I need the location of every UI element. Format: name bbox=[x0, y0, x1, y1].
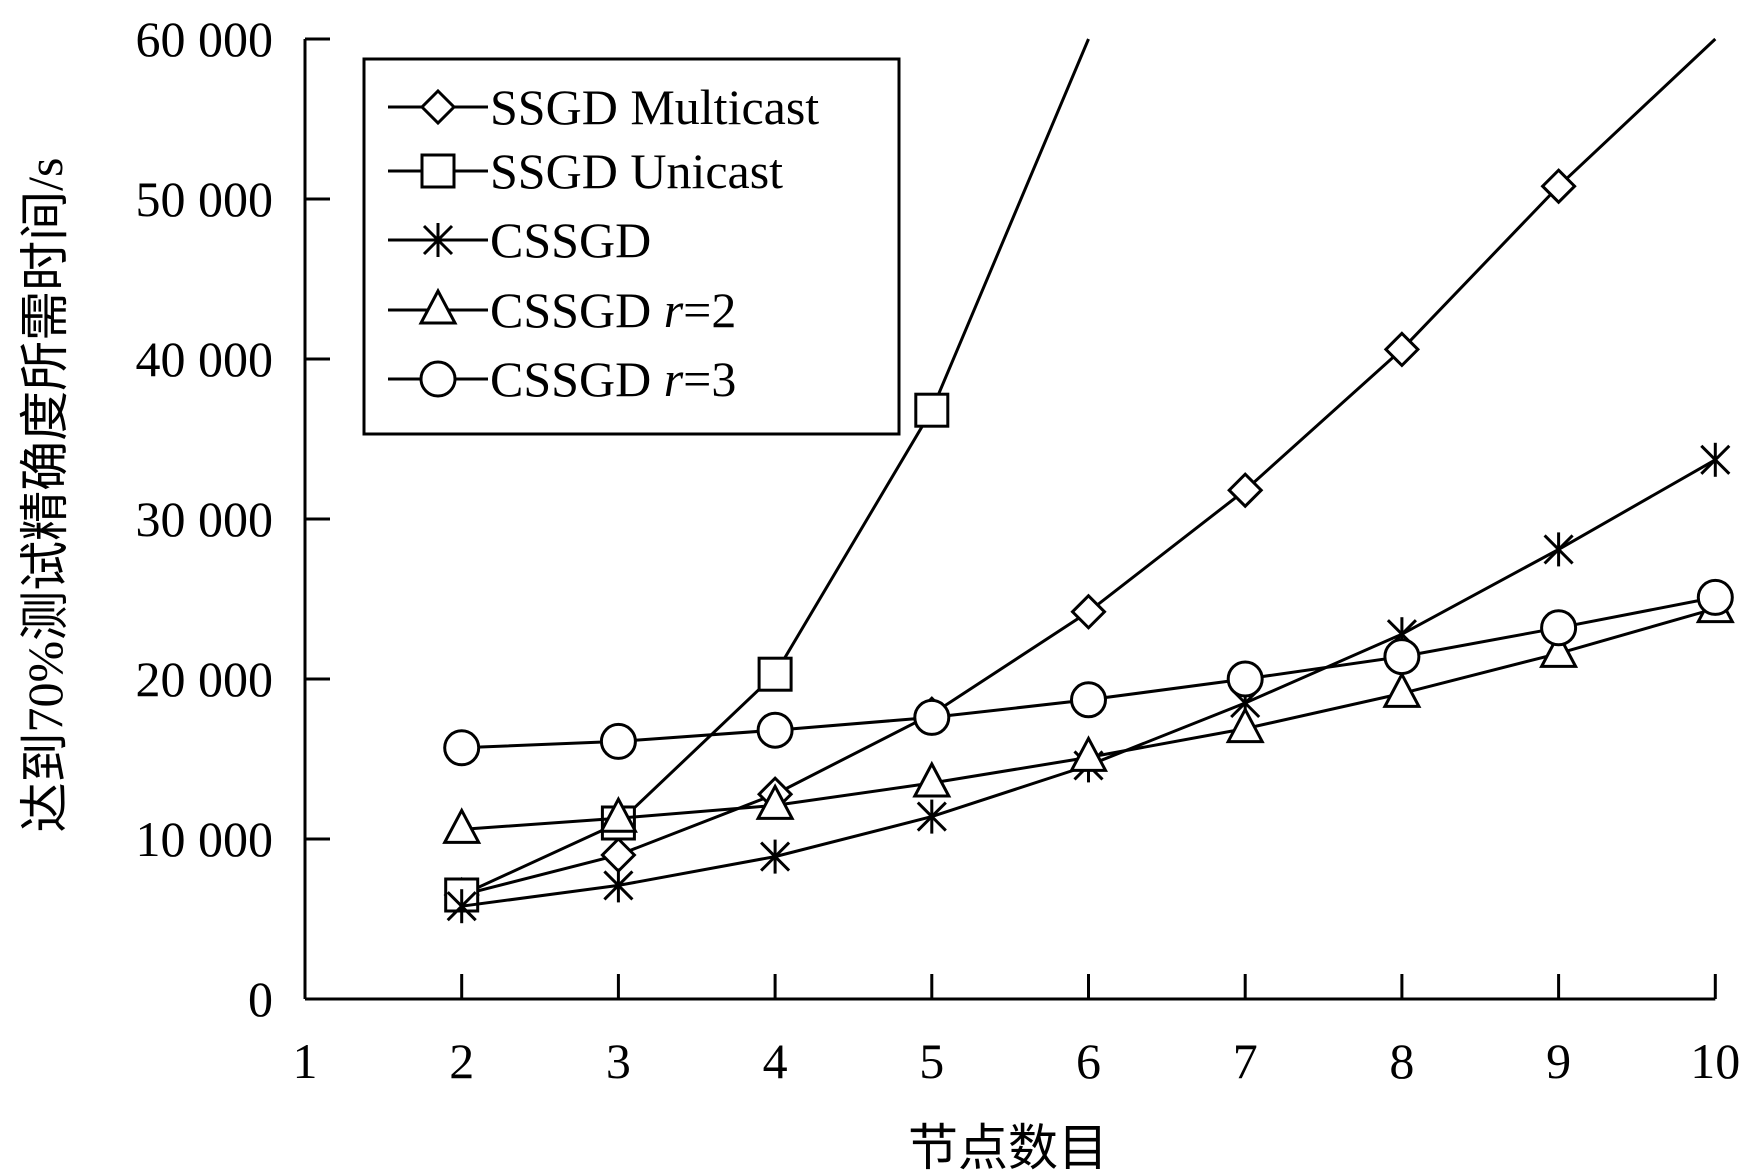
circle-shape bbox=[443, 729, 481, 767]
diamond-shape bbox=[1227, 472, 1264, 509]
x-tick-label: 9 bbox=[1546, 1033, 1571, 1089]
legend: SSGD Multicast SSGD Unicast CSSGD CSSGD r=2… bbox=[362, 57, 901, 436]
triangle-shape bbox=[1225, 706, 1265, 744]
y-tick-label: 50 000 bbox=[136, 171, 274, 227]
data-point bbox=[1226, 660, 1264, 698]
data-point bbox=[443, 729, 481, 767]
data-point bbox=[1383, 331, 1421, 368]
data-point bbox=[1070, 593, 1107, 630]
x-tick-label: 1 bbox=[293, 1033, 318, 1089]
data-point bbox=[760, 839, 791, 874]
data-point bbox=[600, 836, 637, 874]
y-tick-label: 60 000 bbox=[136, 11, 274, 67]
data-point bbox=[1070, 681, 1107, 719]
legend-item: CSSGD r=3 bbox=[388, 351, 736, 407]
legend-item: CSSGD bbox=[388, 212, 651, 268]
legend-item: SSGD Multicast bbox=[388, 79, 819, 135]
legend-marker bbox=[419, 360, 457, 398]
circle-shape bbox=[1070, 681, 1107, 719]
legend-label: SSGD Multicast bbox=[490, 79, 819, 135]
circle-shape bbox=[1383, 638, 1421, 676]
legend-label: CSSGD r=2 bbox=[490, 282, 736, 338]
x-tick-label: 4 bbox=[763, 1033, 788, 1089]
y-tick-label: 0 bbox=[248, 971, 273, 1027]
square-shape bbox=[914, 392, 950, 428]
y-tick-label: 30 000 bbox=[136, 491, 274, 547]
data-point bbox=[603, 868, 634, 903]
triangle-shape bbox=[1539, 631, 1579, 668]
data-point bbox=[1700, 442, 1731, 477]
x-tick-label: 10 bbox=[1690, 1033, 1739, 1089]
circle-shape bbox=[1696, 578, 1734, 616]
triangle-shape bbox=[755, 783, 795, 820]
data-point bbox=[442, 807, 482, 844]
x-tick-label: 8 bbox=[1389, 1033, 1414, 1089]
diamond-shape bbox=[419, 88, 457, 126]
diamond-shape bbox=[1540, 168, 1577, 205]
data-point bbox=[1069, 735, 1108, 772]
data-point bbox=[755, 783, 795, 820]
data-point bbox=[1383, 638, 1421, 676]
data-point bbox=[916, 799, 947, 834]
circle-shape bbox=[599, 722, 637, 760]
legend-label: CSSGD bbox=[490, 212, 651, 268]
data-point bbox=[1225, 706, 1265, 744]
square-shape bbox=[757, 656, 793, 692]
circle-shape bbox=[913, 698, 951, 736]
triangle-shape bbox=[598, 796, 638, 833]
triangle-shape bbox=[912, 760, 952, 798]
circle-shape bbox=[419, 360, 457, 398]
triangle-shape bbox=[1382, 671, 1422, 708]
diamond-shape bbox=[1070, 593, 1107, 630]
data-point bbox=[1696, 578, 1734, 616]
data-point bbox=[913, 698, 951, 736]
legend-marker bbox=[418, 287, 458, 325]
legend-label: CSSGD r=3 bbox=[490, 351, 736, 407]
x-tick-label: 7 bbox=[1233, 1033, 1258, 1089]
data-point bbox=[756, 711, 794, 749]
data-point bbox=[446, 889, 477, 924]
x-axis-label: 节点数目 bbox=[908, 1120, 1108, 1176]
circle-shape bbox=[1540, 609, 1578, 647]
data-point bbox=[914, 392, 950, 428]
data-point bbox=[598, 796, 638, 833]
legend-item: CSSGD r=2 bbox=[388, 282, 736, 338]
legend-label: SSGD Unicast bbox=[490, 143, 783, 199]
x-tick-label: 6 bbox=[1076, 1033, 1101, 1089]
triangle-shape bbox=[1069, 735, 1108, 772]
series-4 bbox=[442, 586, 1735, 844]
x-tick-label: 5 bbox=[919, 1033, 944, 1089]
legend-marker bbox=[419, 88, 457, 126]
series-5 bbox=[443, 578, 1734, 767]
diamond-shape bbox=[600, 836, 637, 874]
x-tick-label: 3 bbox=[606, 1033, 631, 1089]
circle-shape bbox=[1226, 660, 1264, 698]
data-point bbox=[599, 722, 637, 760]
data-point bbox=[1543, 532, 1574, 567]
y-tick-label: 10 000 bbox=[136, 811, 274, 867]
series-layer bbox=[442, 37, 1735, 924]
legend-item: SSGD Unicast bbox=[388, 143, 783, 199]
chart-axes: 0 10 000 20 000 30 000 40 000 50 000 60 000 1 2 3… bbox=[136, 11, 1739, 1089]
data-point bbox=[1382, 671, 1422, 708]
diamond-shape bbox=[1383, 331, 1421, 368]
square-shape bbox=[420, 153, 456, 189]
data-point bbox=[1540, 609, 1578, 647]
y-tick-label: 40 000 bbox=[136, 331, 274, 387]
triangle-shape bbox=[418, 287, 458, 325]
x-tick-label: 2 bbox=[449, 1033, 474, 1089]
data-point bbox=[1227, 472, 1264, 509]
legend-marker bbox=[422, 223, 454, 257]
triangle-shape bbox=[442, 807, 482, 844]
data-point bbox=[912, 760, 952, 798]
data-point bbox=[757, 656, 793, 692]
y-tick-label: 20 000 bbox=[136, 651, 274, 707]
y-axis-label: 达到70%测试精确度所需时间/s bbox=[17, 158, 73, 833]
series-line bbox=[461, 607, 1716, 831]
data-point bbox=[1540, 168, 1577, 205]
data-point bbox=[1539, 631, 1579, 668]
circle-shape bbox=[756, 711, 794, 749]
legend-marker bbox=[420, 153, 456, 189]
